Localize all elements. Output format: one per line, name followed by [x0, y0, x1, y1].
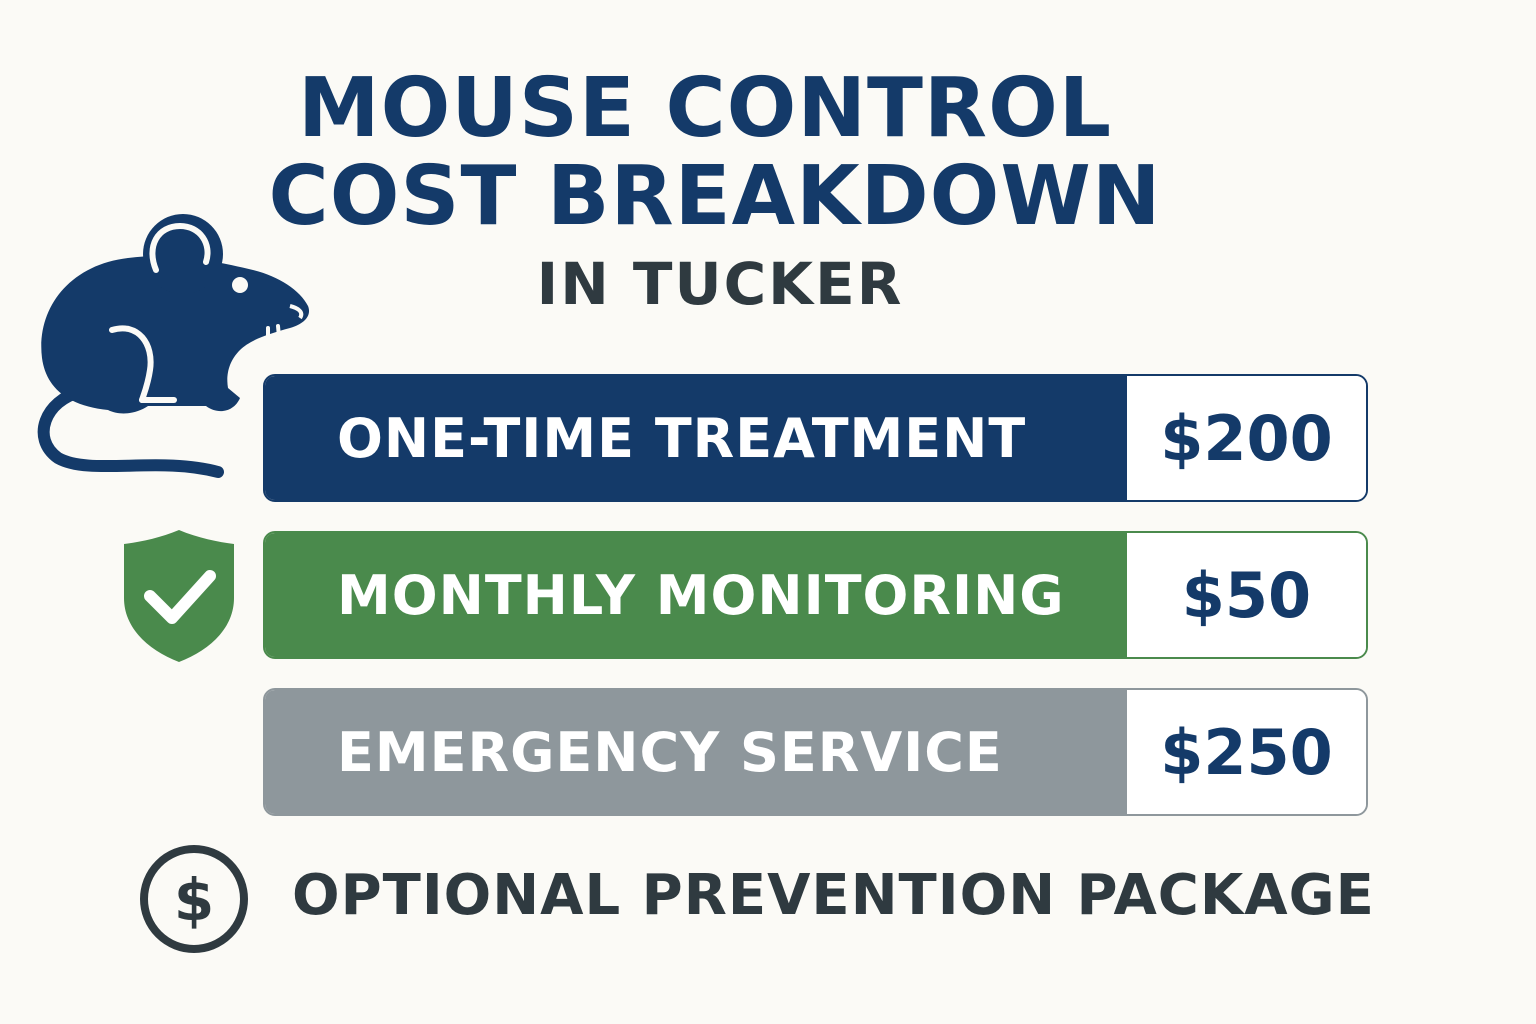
service-price: $200 [1127, 376, 1366, 500]
dollar-circle-icon: $ [140, 845, 248, 953]
svg-text:$: $ [174, 866, 214, 934]
service-row-emergency: EMERGENCY SERVICE $250 [263, 688, 1368, 816]
service-price: $50 [1127, 533, 1366, 657]
service-label: ONE-TIME TREATMENT [265, 376, 1127, 500]
service-row-monthly: MONTHLY MONITORING $50 [263, 531, 1368, 659]
page-subtitle: IN TUCKER [536, 250, 904, 318]
page-title-line-2: COST BREAKDOWN [268, 149, 1162, 244]
shield-check-icon [124, 530, 234, 662]
service-row-one-time: ONE-TIME TREATMENT $200 [263, 374, 1368, 502]
service-label: MONTHLY MONITORING [265, 533, 1127, 657]
optional-package-label: OPTIONAL PREVENTION PACKAGE [292, 863, 1375, 928]
mouse-icon [37, 214, 310, 478]
service-price: $250 [1127, 690, 1366, 814]
service-label: EMERGENCY SERVICE [265, 690, 1127, 814]
page-title-line-1: MOUSE CONTROL [297, 61, 1113, 156]
